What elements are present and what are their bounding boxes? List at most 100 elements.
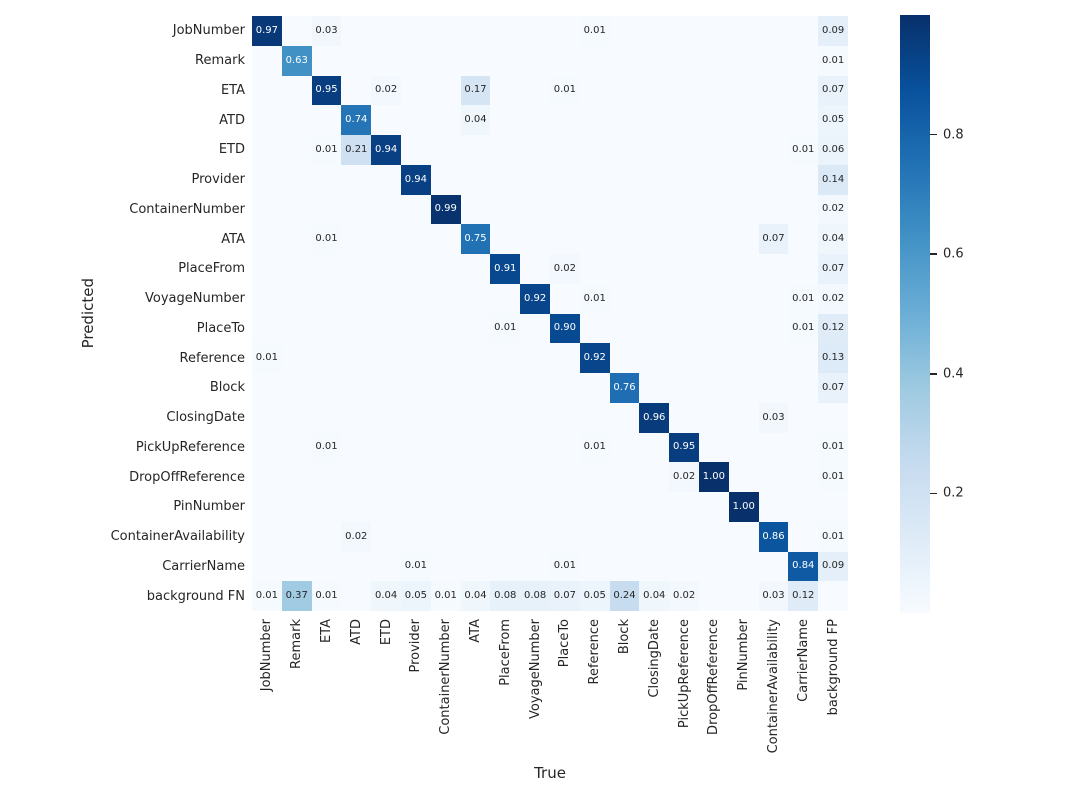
heatmap-cell [520, 402, 550, 433]
x-tick-label: CarrierName [795, 619, 811, 702]
y-tick-label: ETD [218, 142, 245, 158]
heatmap-cell [371, 462, 401, 492]
colorbar-tick-label: 0.6 [943, 246, 964, 262]
heatmap-cell: 0.95 [669, 432, 699, 463]
heatmap-cell [818, 402, 848, 433]
heatmap-cell [669, 521, 699, 552]
heatmap-cell [341, 313, 372, 344]
heatmap-cell [341, 343, 372, 373]
heatmap-cell: 0.92 [579, 343, 610, 373]
heatmap-cell [400, 373, 431, 403]
heatmap-cell [371, 194, 401, 225]
x-tick-label: PickUpReference [676, 619, 692, 729]
heatmap-cell [698, 343, 729, 373]
heatmap-cell [311, 254, 342, 284]
colorbar-gradient [900, 15, 930, 613]
heatmap-cell [758, 283, 789, 314]
heatmap-cell: 0.01 [252, 581, 282, 611]
heatmap-cell [639, 105, 670, 135]
heatmap-cell [728, 402, 759, 433]
heatmap-cell [669, 45, 699, 76]
heatmap-cell: 0.02 [669, 462, 699, 492]
x-axis-title: True [534, 764, 566, 782]
heatmap-cell: 0.03 [758, 581, 789, 611]
heatmap-cell [609, 164, 640, 195]
heatmap-cell [252, 283, 282, 314]
heatmap-cell [281, 135, 312, 165]
x-tick-label: ContainerAvailability [765, 619, 781, 754]
x-tick-label: Provider [408, 619, 424, 673]
heatmap-cell: 0.90 [549, 313, 580, 344]
heatmap-cell [371, 492, 401, 522]
heatmap-cell [490, 224, 521, 254]
heatmap-cell [609, 194, 640, 225]
heatmap-cell [609, 45, 640, 76]
heatmap-cell: 0.96 [639, 402, 670, 433]
x-tick-label: ContainerNumber [438, 619, 454, 735]
heatmap-cell [520, 373, 550, 403]
heatmap-cell [252, 105, 282, 135]
heatmap-cell [549, 373, 580, 403]
heatmap-cell [758, 432, 789, 463]
heatmap-cell [490, 75, 521, 106]
heatmap-cell: 0.01 [818, 432, 848, 463]
heatmap-cell [460, 343, 491, 373]
heatmap-cell: 0.37 [281, 581, 312, 611]
colorbar-tick-mark [930, 253, 937, 255]
heatmap-cell [341, 373, 372, 403]
colorbar-ticks: 0.8 0.6 0.4 0.2 [900, 15, 980, 613]
heatmap-cell: 0.04 [371, 581, 401, 611]
heatmap-cell: 0.13 [818, 343, 848, 373]
heatmap-cell [490, 432, 521, 463]
heatmap-cell [430, 373, 461, 403]
heatmap-cell [430, 224, 461, 254]
heatmap-cell [252, 45, 282, 76]
heatmap-cell [698, 402, 729, 433]
heatmap-cell [788, 462, 819, 492]
heatmap-cell [460, 283, 491, 314]
y-tick-label: PinNumber [173, 499, 245, 515]
heatmap-cell [579, 194, 610, 225]
heatmap-cell [490, 402, 521, 433]
heatmap-cell [549, 432, 580, 463]
heatmap-cell [579, 402, 610, 433]
heatmap-cell [639, 254, 670, 284]
heatmap-cell [788, 45, 819, 76]
heatmap-cell [371, 343, 401, 373]
heatmap-cell [371, 373, 401, 403]
heatmap-cell: 0.01 [252, 343, 282, 373]
heatmap-cell [490, 373, 521, 403]
heatmap-cell [669, 105, 699, 135]
heatmap-cell [728, 254, 759, 284]
colorbar-tick-mark [930, 133, 937, 136]
heatmap-cell [698, 283, 729, 314]
heatmap-cell [728, 224, 759, 254]
y-axis-tick-labels: JobNumber Remark ETA ATD ETD Provider Containe… [0, 16, 245, 611]
heatmap-cell [758, 45, 789, 76]
heatmap-cell [698, 135, 729, 165]
heatmap-cell: 0.04 [460, 105, 491, 135]
heatmap-cell [639, 224, 670, 254]
heatmap-cell: 0.86 [758, 521, 789, 552]
heatmap-cell: 0.06 [818, 135, 848, 165]
heatmap-cell [460, 492, 491, 522]
heatmap-cell [728, 551, 759, 582]
heatmap-cell [490, 135, 521, 165]
heatmap-cell [579, 224, 610, 254]
heatmap-cell [698, 105, 729, 135]
heatmap-cell [639, 164, 670, 195]
heatmap-cell [788, 343, 819, 373]
heatmap-cell [549, 135, 580, 165]
y-axis-title-wrap: Predicted [78, 16, 98, 611]
y-tick-label: ATA [221, 231, 245, 247]
heatmap-cell [341, 492, 372, 522]
heatmap-cell [669, 224, 699, 254]
heatmap-cell [460, 313, 491, 344]
heatmap-cell [549, 224, 580, 254]
heatmap-cell [341, 194, 372, 225]
heatmap-cell [281, 194, 312, 225]
heatmap-cell: 0.01 [818, 521, 848, 552]
heatmap-cell [341, 462, 372, 492]
heatmap-cell: 0.02 [818, 283, 848, 314]
heatmap-cell [281, 432, 312, 463]
